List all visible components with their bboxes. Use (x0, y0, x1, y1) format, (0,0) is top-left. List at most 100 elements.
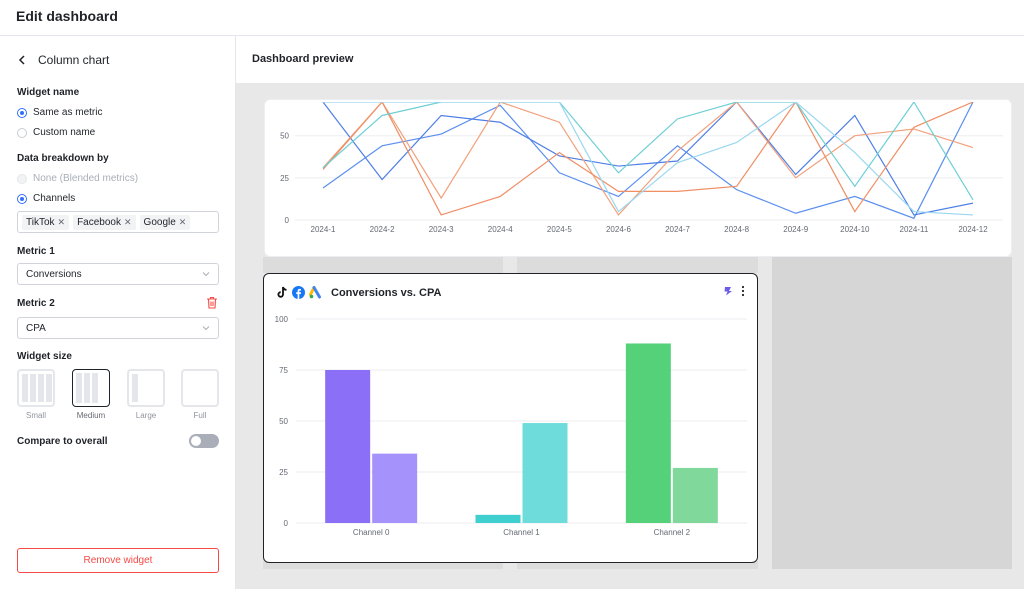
compare-label: Compare to overall (17, 436, 108, 447)
empty-widget-slot (263, 561, 503, 569)
metric2-value: CPA (26, 322, 46, 334)
tag-google: Google ✕ (139, 214, 191, 230)
x-tick-label: 2024-10 (840, 225, 870, 234)
radio-channels[interactable]: Channels (17, 193, 75, 204)
x-tick-label: 2024-7 (665, 225, 690, 234)
google-ads-icon (309, 286, 321, 299)
y-tick-label: 25 (280, 174, 289, 183)
metric1-label: Metric 1 (17, 246, 55, 257)
radio-label: Same as metric (33, 107, 103, 118)
x-tick-label: Channel 2 (654, 528, 691, 537)
series-group (322, 102, 974, 220)
empty-widget-slot (263, 257, 503, 273)
preview-title: Dashboard preview (252, 53, 354, 65)
tag-facebook: Facebook ✕ (73, 214, 136, 230)
compare-toggle[interactable] (189, 434, 219, 448)
x-tick-label: 2024-11 (900, 225, 929, 234)
bar-cpa-2 (672, 467, 718, 523)
data-breakdown-label: Data breakdown by (17, 153, 109, 164)
x-tick-label: 2024-5 (547, 225, 572, 234)
y-tick-label: 0 (284, 519, 289, 528)
empty-widget-slot (517, 561, 758, 569)
metric1-value: Conversions (26, 268, 82, 280)
tag-label: Facebook (77, 216, 121, 228)
radio-button[interactable] (17, 173, 27, 184)
close-icon[interactable]: ✕ (124, 216, 132, 227)
radio-button[interactable] (17, 127, 27, 138)
bar-cpa-1 (522, 423, 568, 523)
x-tick-label: 2024-9 (783, 225, 808, 234)
metric1-select[interactable]: Conversions (17, 263, 219, 285)
radio-same-as-metric[interactable]: Same as metric (17, 107, 102, 118)
x-tick-label: 2024-8 (724, 225, 749, 234)
top-bar: Edit dashboard (0, 0, 1024, 36)
line-series-s4 (322, 102, 974, 216)
facebook-icon (292, 286, 305, 299)
close-icon[interactable]: ✕ (57, 216, 66, 227)
radio-button[interactable] (17, 107, 27, 118)
radio-none-blended[interactable]: None (Blended metrics) (17, 173, 138, 184)
bar-cpa-0 (372, 453, 418, 523)
size-label: Large (135, 411, 157, 420)
column-chart: 0 25 50 75 100 Channel 0 Channel 1 Channel 2 (275, 315, 747, 537)
metric2-label: Metric 2 (17, 298, 55, 309)
y-tick-label: 25 (279, 468, 288, 477)
widget-title: Conversions vs. CPA (331, 286, 442, 299)
line-series-s2 (322, 102, 974, 216)
size-label: Small (25, 411, 46, 420)
x-tick-label: Channel 0 (353, 528, 390, 537)
ai-sparkle-icon[interactable] (723, 286, 733, 296)
widget-actions (723, 285, 745, 297)
widget-size-label: Widget size (17, 351, 72, 362)
x-tick-label: 2024-3 (429, 225, 454, 234)
widget-name-label: Widget name (17, 87, 80, 98)
chevron-down-icon (202, 272, 210, 277)
size-option-small[interactable]: Small (17, 369, 55, 423)
back-button[interactable]: Column chart (16, 52, 109, 68)
x-tick-label: 2024-2 (370, 225, 395, 234)
size-label: Full (193, 411, 207, 420)
radio-label: Channels (33, 193, 76, 204)
channel-tags-input[interactable]: TikTok ✕ Facebook ✕ Google ✕ (17, 211, 219, 233)
y-tick-label: 100 (275, 315, 289, 324)
line-series-s3 (322, 102, 974, 216)
size-option-large[interactable]: Large (127, 369, 165, 423)
x-tick-label: 2024-4 (488, 225, 513, 234)
size-label: Medium (76, 411, 106, 420)
tag-label: TikTok (26, 216, 55, 228)
chevron-down-icon (202, 326, 210, 331)
tag-tiktok: TikTok ✕ (22, 214, 70, 230)
metric2-select[interactable]: CPA (17, 317, 219, 339)
column-chart-widget[interactable]: Conversions vs. CPA 0 25 50 75 100 Channel 0 C… (263, 273, 758, 563)
radio-label: None (Blended metrics) (33, 173, 139, 184)
x-tick-label: 2024-1 (311, 225, 336, 234)
chevron-left-icon (18, 55, 25, 65)
back-label: Column chart (38, 53, 110, 67)
bar-conversions-0 (325, 370, 371, 523)
more-vertical-icon[interactable] (741, 285, 745, 297)
y-tick-label: 50 (279, 417, 288, 426)
size-option-medium[interactable]: Medium (72, 369, 110, 423)
trash-icon[interactable] (206, 296, 218, 309)
y-tick-label: 75 (279, 366, 288, 375)
settings-sidebar: Column chart Widget name Same as metric … (0, 36, 236, 589)
line-series-s1 (322, 102, 974, 220)
x-tick-label: Channel 1 (503, 528, 540, 537)
y-tick-label: 50 (280, 132, 289, 141)
remove-widget-button[interactable]: Remove widget (17, 548, 219, 573)
y-tick-label: 0 (285, 216, 290, 225)
line-chart: 0 25 50 2024-1 2024-2 2024-3 2024-4 2024-5 2024-… (280, 102, 1003, 234)
line-chart-widget[interactable]: 0 25 50 2024-1 2024-2 2024-3 2024-4 2024-5 2024-… (264, 99, 1012, 257)
tiktok-icon (277, 286, 287, 298)
radio-custom-name[interactable]: Custom name (17, 127, 95, 138)
close-icon[interactable]: ✕ (178, 216, 187, 227)
bar-conversions-2 (625, 343, 671, 523)
size-option-full[interactable]: Full (181, 369, 219, 423)
radio-label: Custom name (33, 127, 96, 138)
radio-button[interactable] (17, 193, 27, 204)
line-series-s5 (322, 102, 974, 201)
x-tick-label: 2024-6 (606, 225, 631, 234)
bar-conversions-1 (475, 514, 521, 523)
x-tick-label: 2024-12 (958, 225, 988, 234)
empty-widget-slot (772, 257, 1012, 569)
